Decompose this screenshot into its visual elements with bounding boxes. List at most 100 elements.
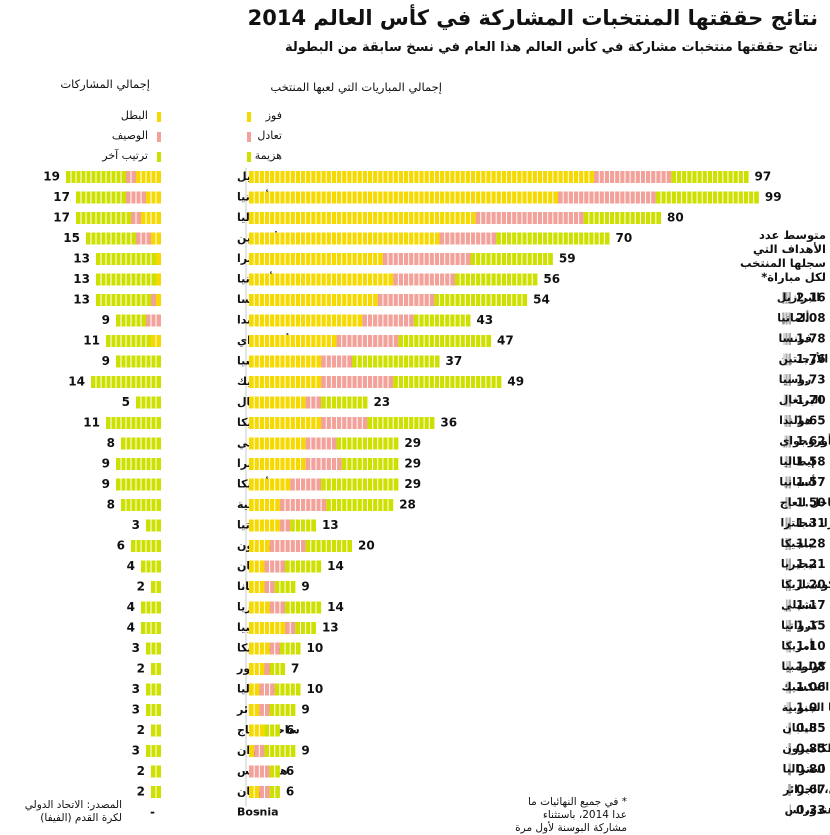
match-total-label: 29 (404, 436, 421, 450)
avg-goals-bar (787, 743, 791, 755)
legend-label-runner-up: الوصيف (111, 129, 148, 142)
match-total-label: 6 (286, 785, 294, 799)
legend-swatch-champion (157, 112, 161, 122)
match-bar-win (249, 171, 595, 183)
chart-title: نتائج حققتها المنتخبات المشاركة في كأس ا… (247, 6, 818, 30)
participation-bar-other (146, 745, 161, 757)
avg-country-label: البرتغال (779, 394, 822, 407)
country-label: Bosnia (237, 806, 279, 819)
participation-total-label: 13 (73, 293, 90, 307)
avg-value-label: 1.73 (796, 373, 826, 387)
avg-country-label: كولومبيا (781, 660, 826, 673)
avg-value-label: 1.78 (796, 332, 826, 346)
match-bar-draw (305, 396, 322, 409)
participation-bar-other (76, 212, 131, 224)
match-total-label: 9 (301, 580, 309, 594)
match-bar-loss (326, 499, 394, 511)
participation-total-label: 17 (53, 190, 70, 204)
match-bar-win (249, 335, 337, 347)
match-bar-win (249, 437, 306, 450)
participation-total-label: 3 (132, 744, 140, 758)
avg-country-label: أسبانيا (779, 475, 815, 489)
avg-country-label: كرواتيا (781, 619, 818, 632)
participation-total-label: 5 (122, 395, 130, 409)
participation-bar-other (146, 704, 161, 716)
avg-goals-bar (783, 353, 791, 366)
match-total-label: 9 (301, 744, 309, 758)
avg-country-label: استراليا (783, 763, 825, 776)
avg-value-label: 2.08 (796, 311, 826, 325)
avg-goals-bar (783, 374, 791, 386)
match-bar-win (249, 458, 306, 470)
avg-value-label: 1.15 (796, 619, 826, 633)
participation-total-label: 9 (102, 457, 110, 471)
match-total-label: 20 (358, 539, 375, 553)
match-total-label: 6 (286, 764, 294, 778)
match-bar-draw (259, 683, 275, 696)
match-bar-loss (269, 663, 286, 675)
match-total-label: 23 (373, 395, 390, 409)
avg-country-label: اليونان، هندوراس (785, 804, 830, 817)
avg-goals-bar (786, 620, 791, 632)
avg-goals-bar (786, 599, 791, 612)
avg-country-label: الأرجنتين (779, 352, 829, 366)
participation-total-label: 11 (83, 334, 100, 348)
avg-value-label: 1.08 (796, 660, 826, 674)
avg-value-label: 1.58 (796, 455, 826, 469)
participations-header: إجمالي المشاركات (60, 77, 150, 91)
match-total-label: 43 (476, 313, 493, 327)
match-bar-draw (321, 417, 368, 429)
match-total-label: 99 (765, 190, 782, 204)
avg-goals-bar (787, 763, 791, 776)
participation-bar-other (116, 355, 161, 368)
match-total-label: 29 (404, 477, 421, 491)
legend-swatch-win (247, 112, 251, 122)
avg-country-label: أوروجواي (779, 434, 830, 448)
match-bar-draw (475, 212, 584, 224)
avg-value-label: 1.17 (796, 598, 826, 612)
match-bar-loss (264, 724, 280, 737)
match-bar-loss (285, 560, 322, 573)
avg-country-label: هولندا (779, 414, 812, 427)
participation-bar-runner_up (136, 232, 151, 245)
avg-country-label: ألمانيا (777, 311, 809, 325)
match-bar-win (249, 232, 440, 245)
match-bar-loss (305, 540, 352, 552)
participation-total-label: 9 (102, 313, 110, 327)
avg-goals-bar (787, 722, 791, 735)
participation-bar-champion (146, 191, 161, 204)
legend-label-draw: تعادل (257, 129, 282, 142)
match-total-label: 14 (327, 600, 344, 614)
participation-bar-runner_up (151, 294, 156, 306)
participation-total-label: 9 (102, 477, 110, 491)
avg-country-label: تشيلي (781, 599, 816, 612)
legend-label-loss: هزيمة (254, 149, 282, 162)
avg-goals-bar (781, 292, 791, 304)
avg-goals-bar (783, 333, 791, 345)
match-bar-draw (439, 232, 497, 245)
legend-swatch-draw (247, 132, 251, 142)
participation-total-label: - (150, 805, 155, 819)
participation-bar-other (96, 294, 151, 306)
participation-total-label: 3 (132, 703, 140, 717)
match-bar-draw (382, 253, 471, 265)
participation-bar-other (136, 396, 161, 409)
match-total-label: 29 (404, 457, 421, 471)
participation-total-label: 2 (137, 785, 145, 799)
participation-total-label: 2 (137, 764, 145, 778)
match-bar-win (249, 663, 265, 675)
participation-bar-other (106, 335, 151, 347)
participation-bar-runner_up (146, 314, 161, 327)
avg-country-label: بلجيكا (781, 537, 813, 550)
participation-total-label: 2 (137, 662, 145, 676)
avg-value-label: 0.85 (796, 721, 826, 735)
match-total-label: 10 (307, 641, 324, 655)
avg-value-label: 1.20 (796, 578, 826, 592)
avg-goals-bar (789, 804, 791, 817)
match-total-label: 37 (446, 354, 463, 368)
participation-total-label: 4 (127, 621, 135, 635)
match-bar-loss (583, 212, 661, 224)
avg-country-label: إيطاليا (779, 455, 815, 468)
participation-total-label: 4 (127, 600, 135, 614)
